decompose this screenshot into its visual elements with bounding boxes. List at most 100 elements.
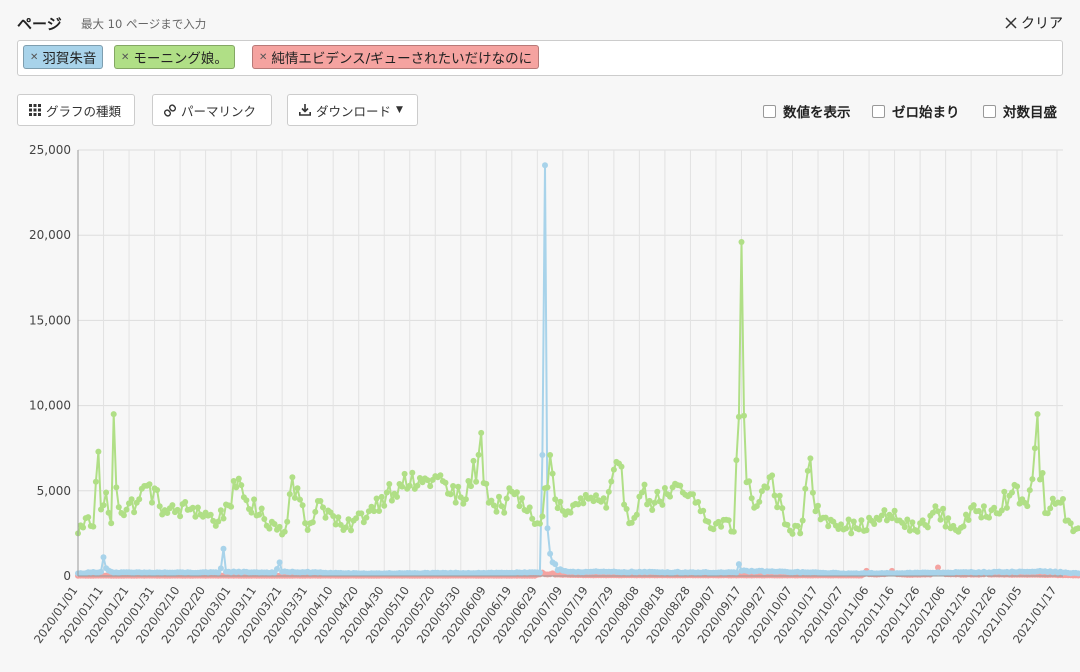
clear-button[interactable]: クリア: [1004, 13, 1063, 33]
data-point: [470, 457, 477, 464]
show-values-option[interactable]: 数値を表示: [763, 101, 851, 121]
data-point: [825, 523, 832, 530]
data-point: [544, 484, 551, 491]
data-point: [1060, 496, 1066, 502]
permalink-button[interactable]: パーマリンク: [152, 94, 272, 126]
data-point: [337, 521, 344, 528]
data-point: [465, 478, 472, 484]
remove-tag-icon[interactable]: ✕: [259, 51, 268, 63]
data-point: [146, 481, 153, 488]
data-point: [822, 514, 829, 521]
data-point: [266, 525, 273, 532]
data-point: [1029, 476, 1036, 483]
data-point: [978, 514, 985, 521]
log-scale-option[interactable]: 対数目盛: [983, 101, 1057, 121]
page-tag-label: 純情エビデンス/ギューされたいだけなのに: [271, 51, 533, 67]
data-point: [90, 523, 97, 530]
data-point: [406, 482, 413, 489]
chart-type-button[interactable]: グラフの種類: [17, 94, 135, 126]
log-scale-checkbox[interactable]: [983, 104, 996, 118]
data-point: [131, 509, 138, 516]
data-point: [353, 515, 360, 522]
data-point: [483, 480, 490, 487]
data-point: [460, 500, 467, 507]
data-point: [618, 463, 625, 470]
download-label: ダウンロード: [316, 103, 392, 119]
data-point: [159, 511, 166, 518]
data-point: [381, 502, 388, 509]
data-point: [575, 501, 582, 508]
data-point: [192, 513, 199, 520]
data-point: [605, 488, 612, 495]
data-point: [883, 517, 890, 524]
data-point: [975, 508, 982, 514]
data-point: [863, 527, 870, 534]
page-tag[interactable]: ✕ 羽賀朱音: [23, 45, 104, 69]
data-point: [960, 523, 967, 530]
data-point: [539, 513, 546, 520]
data-point: [552, 496, 559, 503]
data-point: [115, 504, 122, 511]
show-values-checkbox[interactable]: [763, 104, 776, 118]
data-point: [238, 482, 245, 489]
data-point: [468, 483, 474, 490]
remove-tag-icon[interactable]: ✕: [121, 51, 130, 63]
data-point: [633, 511, 640, 518]
data-point: [991, 504, 998, 511]
data-point: [536, 569, 543, 576]
download-button[interactable]: ダウンロード ▼: [287, 94, 418, 126]
data-point: [475, 451, 482, 458]
data-point: [235, 475, 242, 482]
data-point: [797, 530, 804, 537]
data-point: [715, 518, 722, 525]
data-point: [764, 484, 770, 491]
zero-start-checkbox[interactable]: [872, 104, 885, 118]
data-point: [779, 505, 786, 512]
data-point: [1044, 510, 1051, 517]
data-point: [794, 523, 801, 529]
data-point: [677, 482, 684, 489]
data-point: [335, 514, 342, 521]
data-point: [493, 508, 500, 515]
data-point: [409, 469, 416, 476]
data-point: [80, 524, 87, 531]
data-point: [799, 517, 806, 524]
data-point: [230, 478, 237, 484]
data-point: [98, 568, 104, 575]
page-section-title: ページ: [17, 15, 62, 33]
zero-start-option[interactable]: ゼロ始まり: [872, 101, 960, 121]
data-point: [1024, 503, 1031, 510]
log-scale-label: 対数目盛: [1003, 105, 1057, 121]
data-point: [312, 508, 319, 515]
remove-tag-icon[interactable]: ✕: [30, 51, 39, 63]
data-point: [215, 518, 222, 525]
data-point: [623, 506, 630, 512]
data-point: [478, 429, 485, 436]
data-point: [567, 509, 574, 516]
data-point: [251, 496, 258, 503]
data-point: [95, 448, 102, 455]
data-point: [345, 516, 352, 523]
download-icon: [299, 104, 311, 116]
data-point: [552, 561, 559, 568]
data-point: [547, 452, 554, 458]
data-point: [924, 524, 931, 531]
data-point: [169, 502, 176, 509]
data-point: [705, 518, 712, 525]
data-point: [547, 550, 554, 557]
data-point: [217, 565, 224, 572]
page-tag[interactable]: ✕ 純情エビデンス/ギューされたいだけなのに: [252, 45, 540, 69]
data-point: [220, 545, 227, 552]
data-point: [194, 504, 201, 511]
data-point: [371, 508, 377, 515]
page-tag[interactable]: ✕ モーニング娘。: [114, 45, 235, 69]
data-point: [424, 477, 431, 484]
data-point: [220, 515, 227, 522]
data-point: [774, 504, 781, 511]
data-point: [258, 505, 265, 512]
data-point: [490, 502, 497, 509]
page-tag-label: 羽賀朱音: [42, 51, 97, 67]
page-tag-input[interactable]: ✕ 羽賀朱音 ✕ モーニング娘。 ✕ 純情エビデンス/ギューされたいだけなのに: [17, 40, 1063, 76]
data-point: [733, 457, 740, 464]
data-point: [496, 493, 502, 500]
